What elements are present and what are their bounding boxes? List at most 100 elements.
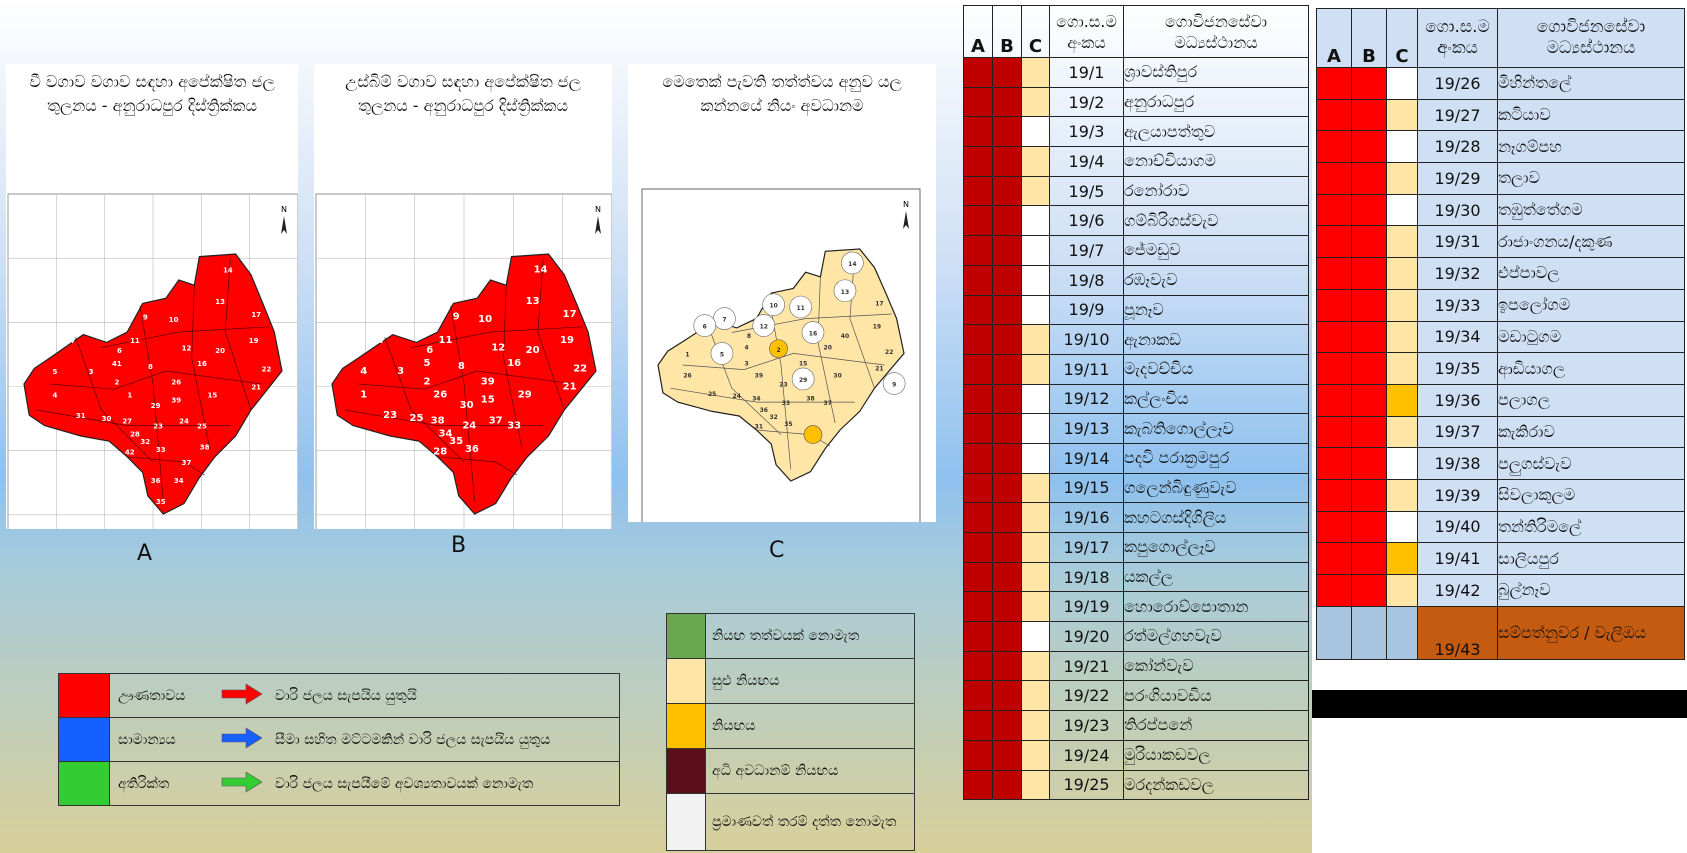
cell-code: 19/19	[1049, 591, 1124, 623]
cell-b-status	[992, 205, 1022, 237]
cell-b-status	[992, 621, 1022, 652]
cell-b-status	[992, 769, 1022, 801]
division-label: 42	[125, 449, 135, 457]
legend-category: සාමාන්‍යය	[109, 717, 219, 762]
division-label: 28	[433, 447, 447, 458]
cell-service-center: ශ්‍රාවස්තිපුර	[1123, 57, 1309, 88]
table-row: 19/24 මුරියාකඩවල	[963, 739, 1309, 771]
division-label: 26	[171, 378, 181, 386]
cell-b-status	[992, 175, 1022, 207]
cell-service-center: ඇනාකඩ	[1123, 324, 1309, 355]
cell-a-status	[963, 57, 993, 88]
division-label: 37	[824, 400, 832, 407]
cell-c-status	[1386, 478, 1418, 512]
cell-code: 19/4	[1049, 146, 1124, 177]
table-row: 19/20 රත්මල්ගහවැව	[963, 621, 1309, 652]
cell-service-center: ඇලයාපත්තුව	[1123, 116, 1309, 148]
cell-c-status	[1386, 320, 1418, 354]
cell-c-status	[1021, 324, 1050, 355]
cell-code: 19/28	[1417, 130, 1498, 164]
division-label: 18	[578, 400, 592, 411]
division-label: 35	[784, 421, 792, 428]
division-label: 3	[397, 366, 404, 377]
table-row: 19/2 අනුරාධපුර	[963, 86, 1309, 118]
cell-b-status	[992, 680, 1022, 712]
table-row: 19/36 පලාගල	[1316, 383, 1685, 417]
division-label: 19	[873, 324, 881, 331]
division-label: 8	[458, 361, 465, 372]
division-label: 14	[223, 267, 233, 275]
cell-a-status	[1316, 193, 1352, 227]
cell-b-status	[1351, 257, 1387, 290]
table-row: 19/25 මරදන්කඩවල	[963, 769, 1309, 801]
cell-service-center: තලාව	[1497, 162, 1685, 195]
legend-row: ප්‍රමාණවත් තරම් දත්ත නොමැත	[666, 793, 915, 851]
division-label: 2	[424, 376, 431, 387]
cell-c-status	[1021, 739, 1050, 771]
cell-service-center: සම්පත්නුවර / වැලිඔය	[1497, 605, 1685, 660]
header-name: ගොවිජනසේවා මධ්‍යස්ථානය	[1497, 8, 1685, 68]
division-label: 25	[708, 391, 716, 398]
division-label: 16	[809, 331, 817, 338]
division-label: 6	[426, 345, 433, 356]
cell-a-status	[963, 116, 993, 148]
division-label: 34	[174, 477, 184, 485]
division-label: 38	[806, 395, 814, 402]
division-label: 25	[197, 423, 207, 431]
cell-code: 19/34	[1417, 320, 1498, 354]
division-label: 7	[379, 335, 386, 346]
cell-a-status	[963, 175, 993, 207]
division-label: 21	[563, 382, 577, 393]
cell-c-status	[1386, 67, 1418, 100]
header-b: B	[1351, 8, 1387, 68]
cell-c-status	[1386, 288, 1418, 322]
division-label: 1	[685, 351, 689, 358]
legend-swatch	[58, 673, 110, 718]
division-label: 22	[573, 363, 587, 374]
table-row: 19/6 ගම්බිරිගස්වැව	[963, 205, 1309, 237]
cell-c-status	[1386, 352, 1418, 385]
cell-service-center: ජේමඩුව	[1123, 235, 1309, 266]
header-a: A	[1316, 8, 1352, 68]
division-label: 33	[507, 421, 521, 432]
cell-code: 19/6	[1049, 205, 1124, 237]
division-label: 36	[465, 444, 479, 455]
cell-a-status	[1316, 130, 1352, 164]
cell-a-status	[1316, 605, 1352, 660]
division-label: 15	[481, 395, 495, 406]
service-center-table-right: A B C ගො.ස.ම අංකය ගොවිජනසේවා මධ්‍යස්ථානය…	[1316, 8, 1685, 660]
table-row: 19/26 මිහින්තලේ	[1316, 67, 1685, 100]
cell-c-status	[1021, 294, 1050, 326]
map-a-title: වී වගාව වගාව සඳහා අපේක්ෂිත ජල තුලනය - අන…	[29, 72, 275, 115]
division-label: 15	[799, 361, 807, 368]
division-label: 33	[156, 446, 166, 454]
cell-code: 19/5	[1049, 175, 1124, 207]
cell-a-status	[963, 472, 993, 504]
division-boundaries	[345, 259, 583, 502]
cell-a-status	[1316, 415, 1352, 449]
division-label: 20	[526, 345, 540, 356]
cell-c-status	[1021, 86, 1050, 118]
division-label: 6	[117, 347, 122, 355]
table-row: 19/37 කැකිරාව	[1316, 415, 1685, 449]
cell-b-status	[1351, 320, 1387, 354]
cell-c-status	[1021, 235, 1050, 266]
cell-b-status	[992, 353, 1022, 385]
cell-c-status	[1386, 257, 1418, 290]
cell-a-status	[963, 205, 993, 237]
table-row: 19/41 සාලියපුර	[1316, 542, 1685, 575]
cell-a-status	[963, 680, 993, 712]
division-label: 5	[424, 358, 431, 369]
division-label: 32	[140, 438, 150, 446]
division-label: 24	[179, 417, 189, 425]
division-label: 19	[249, 337, 259, 345]
cell-c-status	[1021, 353, 1050, 385]
legend-row: සාමාන්‍යය සීමා සහිත මට්ටමකින් වාරි ජලය සැ…	[58, 717, 620, 762]
division-label: 20	[824, 344, 832, 351]
cell-b-status	[992, 413, 1022, 444]
cell-b-status	[1351, 225, 1387, 259]
